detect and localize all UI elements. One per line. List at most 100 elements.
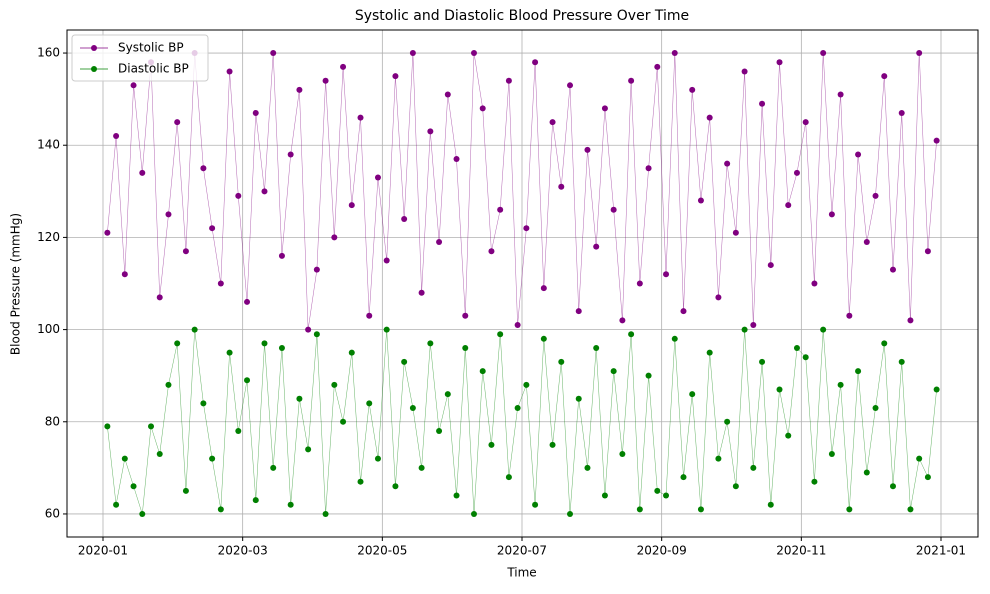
data-point [828, 211, 835, 218]
legend-label: Systolic BP [118, 41, 184, 55]
data-point [113, 133, 120, 140]
data-point [488, 248, 495, 255]
data-point [278, 345, 285, 352]
data-point [444, 91, 451, 98]
data-point [759, 358, 766, 365]
data-point [418, 289, 425, 296]
data-point [313, 266, 320, 273]
data-point [889, 483, 896, 490]
data-point [104, 423, 111, 430]
data-point [689, 391, 696, 398]
data-point [706, 349, 713, 356]
data-point [252, 109, 259, 116]
data-point [470, 510, 477, 517]
data-point [139, 169, 146, 176]
data-point [593, 243, 600, 250]
data-point [793, 345, 800, 352]
data-point [881, 73, 888, 80]
data-point [226, 349, 233, 356]
data-point [907, 506, 914, 513]
data-point [916, 50, 923, 57]
data-point [383, 257, 390, 264]
data-point [392, 483, 399, 490]
data-point [270, 50, 277, 57]
data-point [628, 331, 635, 338]
data-point [479, 368, 486, 375]
data-point [505, 474, 512, 481]
data-point [802, 119, 809, 126]
data-point [584, 464, 591, 471]
data-point [645, 372, 652, 379]
data-point [820, 50, 827, 57]
data-point [610, 206, 617, 213]
data-point [296, 395, 303, 402]
data-point [776, 59, 783, 66]
data-point [575, 308, 582, 315]
data-point [121, 271, 128, 278]
data-point [479, 105, 486, 112]
data-point [750, 464, 757, 471]
x-tick-label: 2020-05 [357, 544, 407, 558]
data-point [226, 68, 233, 75]
data-point [872, 192, 879, 199]
data-point [121, 455, 128, 462]
data-point [165, 381, 172, 388]
data-point [261, 340, 268, 347]
data-point [889, 266, 896, 273]
data-point [244, 298, 251, 305]
y-tick-label: 140 [37, 138, 60, 152]
data-point [505, 77, 512, 84]
data-point [130, 82, 137, 89]
data-point [601, 492, 608, 499]
data-point [811, 478, 818, 485]
y-tick-label: 120 [37, 230, 60, 244]
data-point [837, 91, 844, 98]
data-point [322, 77, 329, 84]
data-point [759, 100, 766, 107]
data-point [933, 137, 940, 144]
data-point [558, 183, 565, 190]
data-point [453, 492, 460, 499]
data-point [549, 119, 556, 126]
data-point [820, 326, 827, 333]
data-point [305, 446, 312, 453]
data-point [287, 501, 294, 508]
data-point [182, 487, 189, 494]
data-point [209, 455, 216, 462]
data-point [863, 239, 870, 246]
data-point [671, 335, 678, 342]
data-point [619, 451, 626, 458]
data-point [383, 326, 390, 333]
data-point [663, 271, 670, 278]
legend-marker [91, 66, 97, 72]
data-point [409, 50, 416, 57]
data-point [828, 451, 835, 458]
data-point [846, 312, 853, 319]
data-point [846, 506, 853, 513]
data-point [409, 404, 416, 411]
x-tick-label: 2020-07 [497, 544, 547, 558]
legend-marker [91, 45, 97, 51]
data-point [750, 321, 757, 328]
data-point [881, 340, 888, 347]
chart-title: Systolic and Diastolic Blood Pressure Ov… [355, 8, 689, 24]
data-point [680, 474, 687, 481]
data-point [322, 510, 329, 517]
data-point [130, 483, 137, 490]
data-point [540, 335, 547, 342]
data-point [444, 391, 451, 398]
data-point [671, 50, 678, 57]
data-point [270, 464, 277, 471]
data-point [811, 280, 818, 287]
data-point [278, 252, 285, 259]
data-point [654, 487, 661, 494]
data-point [235, 192, 242, 199]
data-point [916, 455, 923, 462]
data-point [514, 404, 521, 411]
data-point [235, 427, 242, 434]
series-line [107, 52, 937, 330]
data-point [907, 317, 914, 324]
data-point [558, 358, 565, 365]
data-point [697, 506, 704, 513]
data-point [488, 441, 495, 448]
